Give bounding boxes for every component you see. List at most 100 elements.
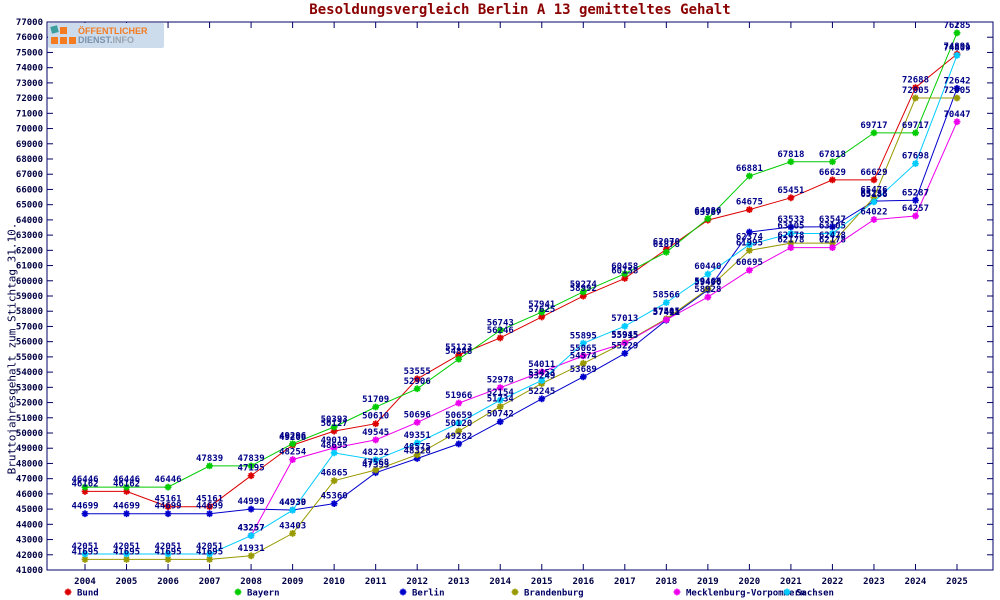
x-tick-label: 2009 <box>282 577 304 587</box>
logo-text-dienst: DIENST. <box>78 34 113 45</box>
y-tick-label: 58000 <box>16 307 43 317</box>
data-point-label: 72005 <box>943 86 970 96</box>
data-point-marker <box>704 285 712 293</box>
y-tick-label: 71000 <box>16 109 43 119</box>
data-point-label: 49282 <box>445 432 472 442</box>
data-point-label: 58928 <box>694 285 721 295</box>
data-point-marker <box>496 403 504 411</box>
data-point-label: 44699 <box>71 502 98 512</box>
data-point-label: 63105 <box>777 222 804 232</box>
data-point-label: 60158 <box>611 266 638 276</box>
data-point-marker <box>745 241 753 249</box>
data-point-label: 43403 <box>279 521 306 531</box>
data-point-marker <box>164 483 172 491</box>
data-point-label: 51966 <box>445 391 472 401</box>
data-point-label: 63105 <box>819 222 846 232</box>
data-point-label: 74809 <box>943 43 970 53</box>
data-point-label: 44699 <box>196 502 223 512</box>
y-tick-label: 47000 <box>16 475 43 485</box>
data-point-label: 60695 <box>736 258 763 268</box>
data-point-marker <box>912 196 919 204</box>
data-point-label: 48328 <box>404 446 431 456</box>
data-point-label: 53555 <box>404 367 431 377</box>
data-point-label: 45360 <box>321 492 348 502</box>
data-point-marker <box>413 375 421 383</box>
data-point-label: 69717 <box>902 121 929 131</box>
legend-label: Berlin <box>412 588 445 599</box>
data-point-label: 64086 <box>694 207 721 217</box>
data-point-label: 66629 <box>819 168 846 178</box>
data-point-label: 69717 <box>860 121 887 131</box>
data-point-label: 49351 <box>404 431 431 441</box>
data-point-label: 48695 <box>321 441 348 451</box>
data-point-label: 63547 <box>819 215 846 225</box>
data-point-marker <box>912 94 919 102</box>
x-tick-label: 2016 <box>572 577 594 587</box>
data-point-marker <box>330 427 338 435</box>
data-point-marker <box>673 588 681 596</box>
legend-label: Bund <box>77 589 99 599</box>
data-point-label: 54574 <box>570 351 598 361</box>
data-point-label: 41695 <box>155 547 182 557</box>
data-point-marker <box>745 172 753 180</box>
legend-item-bund: Bund <box>64 589 99 599</box>
y-tick-label: 57000 <box>16 322 43 332</box>
data-point-label: 49206 <box>279 433 306 443</box>
series-line <box>85 53 958 508</box>
data-point-label: 54848 <box>445 347 472 357</box>
data-point-marker <box>164 550 172 558</box>
data-point-label: 42051 <box>71 542 98 552</box>
data-point-label: 67818 <box>819 150 846 160</box>
data-point-marker <box>870 176 878 184</box>
series-labels-berlin: 44699 44699 44699 44699 44999 44939 45360 47393… <box>71 76 970 511</box>
y-tick-label: 64000 <box>16 216 43 226</box>
legend-item-mecklenburg-vorpommern: Mecklenburg-Vorpommern <box>673 588 805 599</box>
x-tick-label: 2007 <box>199 577 221 587</box>
data-point-label: 72642 <box>943 76 970 86</box>
data-point-label: 61995 <box>736 238 763 248</box>
data-point-marker <box>81 483 89 491</box>
data-point-marker <box>829 230 836 237</box>
legend-item-berlin: Berlin <box>399 588 445 599</box>
x-tick-label: 2014 <box>489 577 511 587</box>
data-point-marker <box>455 427 463 435</box>
data-point-marker <box>579 292 587 300</box>
data-point-label: 46446 <box>113 475 140 485</box>
x-tick-label: 2022 <box>822 577 844 587</box>
data-point-marker <box>912 129 919 137</box>
data-point-label: 41695 <box>196 547 223 557</box>
data-point-label: 57941 <box>528 300 555 310</box>
data-point-marker <box>745 228 753 236</box>
data-point-marker <box>579 373 587 381</box>
data-point-marker <box>123 550 130 558</box>
data-point-label: 56743 <box>487 318 514 328</box>
y-tick-label: 76000 <box>16 33 43 43</box>
data-point-marker <box>538 313 546 321</box>
y-tick-label: 62000 <box>16 246 43 256</box>
logo-text-top: ÖFFENTLICHER <box>78 25 148 36</box>
x-tick-label: 2006 <box>157 577 179 587</box>
data-point-label: 53249 <box>528 372 555 382</box>
data-point-label: 50659 <box>445 411 472 421</box>
data-point-marker <box>538 395 546 403</box>
data-point-marker <box>953 84 961 92</box>
x-tick-label: 2020 <box>739 577 761 587</box>
y-tick-label: 41000 <box>16 566 43 576</box>
data-point-marker <box>372 403 380 411</box>
data-point-marker <box>413 451 421 459</box>
data-point-marker <box>413 419 421 426</box>
y-tick-label: 53000 <box>16 383 43 393</box>
y-axis-ticks: 41000 42000 43000 44000 45000 46000 47000 48000… <box>16 18 993 576</box>
data-point-marker <box>455 440 463 448</box>
y-tick-label: 46000 <box>16 490 43 500</box>
series-bund <box>81 50 961 511</box>
y-tick-label: 44000 <box>16 520 43 530</box>
data-point-label: 65233 <box>860 189 887 199</box>
data-point-marker <box>330 423 338 431</box>
data-point-label: 59468 <box>694 277 721 287</box>
x-tick-label: 2018 <box>655 577 677 587</box>
data-point-label: 47839 <box>238 454 265 464</box>
y-tick-label: 49000 <box>16 444 43 454</box>
legend: Bund Bayern Berlin Brandenburg Mecklenburg-V… <box>64 588 834 599</box>
data-point-marker <box>413 455 421 462</box>
